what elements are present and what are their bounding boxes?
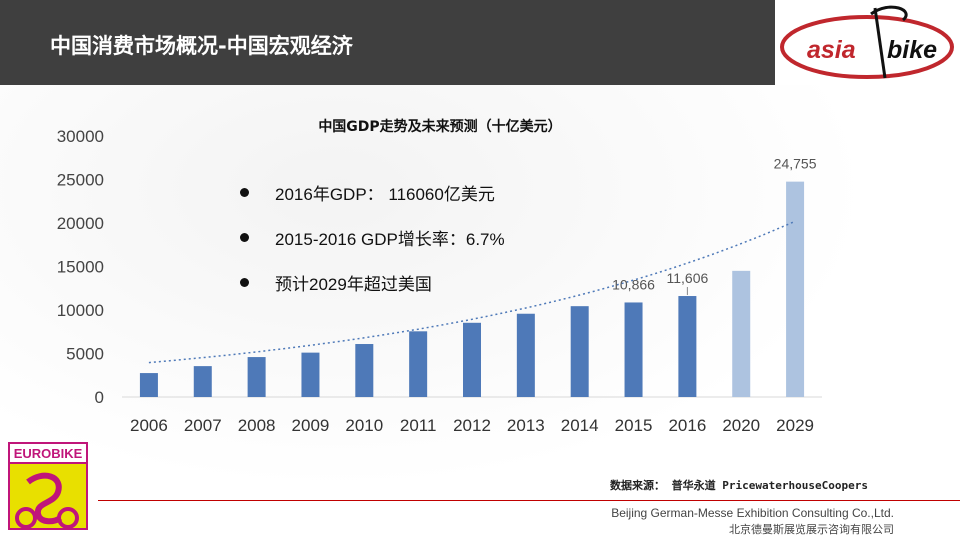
footer-divider bbox=[98, 500, 960, 501]
bullet-item: 2016年GDP： 116060亿美元 bbox=[240, 170, 505, 215]
bar-2009 bbox=[301, 352, 320, 397]
source-value: 普华永道 PricewaterhouseCoopers bbox=[671, 479, 868, 492]
bullet-item: 预计2029年超过美国 bbox=[240, 260, 505, 305]
x-tick-label: 2013 bbox=[507, 416, 545, 435]
x-tick-label: 2007 bbox=[184, 416, 222, 435]
bar-2008 bbox=[247, 357, 266, 397]
data-label: 10,866 bbox=[612, 276, 655, 292]
y-tick-label: 0 bbox=[95, 388, 104, 407]
trend-line bbox=[148, 220, 796, 364]
bar-2029 bbox=[786, 181, 805, 397]
bar-2006 bbox=[139, 373, 158, 397]
data-label: 24,755 bbox=[774, 156, 817, 172]
logo-text-left: asia bbox=[807, 36, 856, 64]
x-tick-label: 2012 bbox=[453, 416, 491, 435]
bar-2011 bbox=[409, 331, 428, 397]
company-name-cn: 北京德曼斯展览展示咨询有限公司 bbox=[729, 523, 894, 536]
bullet-item: 2015-2016 GDP增长率：6.7% bbox=[240, 215, 505, 260]
y-tick-label: 10000 bbox=[57, 301, 104, 320]
bullet-text: 2015-2016 GDP增长率：6.7% bbox=[275, 230, 505, 249]
bullet-list: 2016年GDP： 116060亿美元 2015-2016 GDP增长率：6.7… bbox=[240, 170, 505, 305]
bar-2016 bbox=[678, 296, 697, 397]
bar-2010 bbox=[355, 344, 374, 397]
x-tick-label: 2008 bbox=[238, 416, 276, 435]
x-tick-label: 2009 bbox=[292, 416, 330, 435]
chart-title: 中国GDP走势及未来预测（十亿美元） bbox=[318, 119, 562, 135]
page-title: 中国消费市场概况-中国宏观经济 bbox=[50, 34, 353, 58]
x-tick-label: 2015 bbox=[615, 416, 653, 435]
y-tick-label: 20000 bbox=[57, 214, 104, 233]
bar-2014 bbox=[570, 306, 589, 397]
x-tick-label: 2020 bbox=[722, 416, 760, 435]
x-tick-label: 2029 bbox=[776, 416, 814, 435]
source-label: 数据来源： bbox=[610, 479, 666, 492]
x-tick-label: 2006 bbox=[130, 416, 168, 435]
bar-2012 bbox=[463, 322, 481, 397]
bullet-dot-icon bbox=[240, 188, 249, 197]
x-tick-label: 2011 bbox=[400, 416, 437, 435]
asiabike-logo: asia bike bbox=[775, 0, 960, 85]
data-label: 11,606 bbox=[666, 270, 708, 286]
bullet-dot-icon bbox=[240, 278, 249, 287]
data-source: 数据来源： 普华永道 PricewaterhouseCoopers bbox=[610, 477, 868, 493]
bar-2015 bbox=[624, 302, 643, 397]
company-name-en: Beijing German-Messe Exhibition Consulti… bbox=[611, 506, 894, 520]
eurobike-logo: EUROBIKE bbox=[8, 442, 88, 530]
bar-2013 bbox=[516, 313, 535, 397]
bar-2020 bbox=[732, 270, 751, 397]
y-tick-label: 25000 bbox=[57, 171, 104, 190]
y-tick-label: 5000 bbox=[66, 345, 104, 364]
x-tick-label: 2016 bbox=[668, 416, 706, 435]
y-tick-label: 15000 bbox=[57, 258, 104, 277]
logo-text-right: bike bbox=[887, 36, 937, 64]
bullet-dot-icon bbox=[240, 233, 249, 242]
bullet-text: 2016年GDP： 116060亿美元 bbox=[275, 185, 495, 204]
bar-2007 bbox=[193, 366, 212, 397]
y-tick-label: 30000 bbox=[57, 127, 104, 146]
eurobike-text: EUROBIKE bbox=[14, 446, 83, 461]
bullet-text: 预计2029年超过美国 bbox=[275, 275, 432, 294]
x-tick-label: 2014 bbox=[561, 416, 599, 435]
x-tick-label: 2010 bbox=[345, 416, 383, 435]
header-bar: 中国消费市场概况-中国宏观经济 bbox=[0, 0, 775, 85]
